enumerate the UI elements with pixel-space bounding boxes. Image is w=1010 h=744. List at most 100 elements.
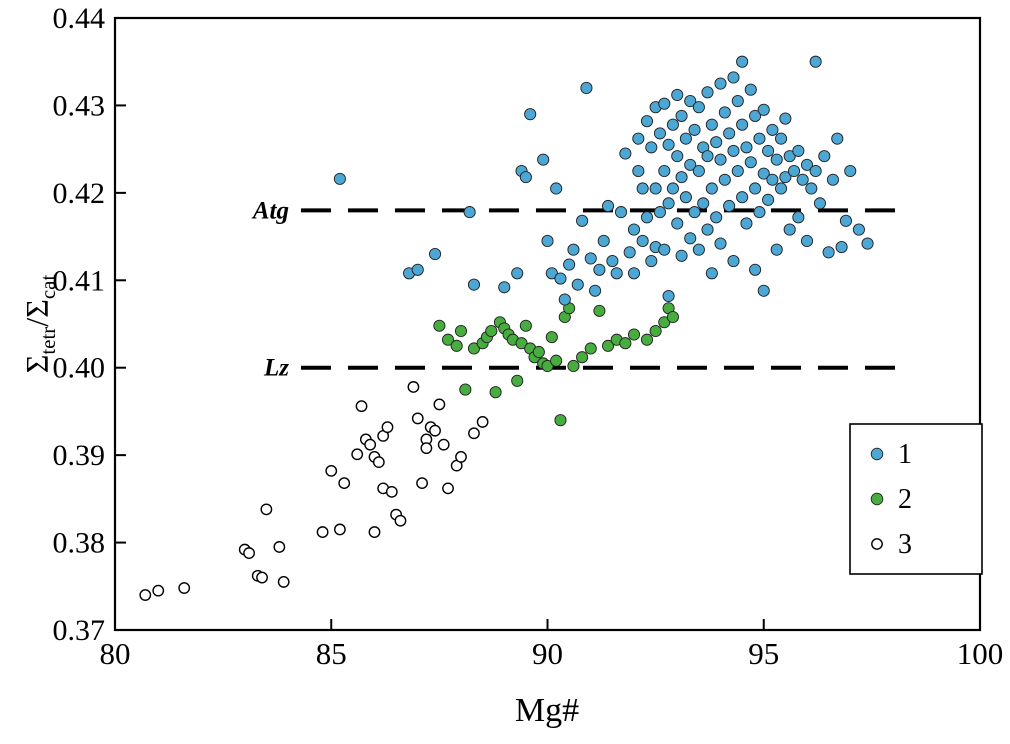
data-point-series-1 bbox=[852, 223, 865, 236]
data-point-series-1 bbox=[627, 223, 641, 236]
data-point-series-2 bbox=[485, 324, 498, 338]
data-point-series-1 bbox=[580, 81, 593, 94]
data-point-series-1 bbox=[779, 171, 792, 184]
data-point-series-1 bbox=[731, 95, 744, 108]
data-point-series-1 bbox=[757, 103, 770, 116]
data-point-series-1 bbox=[775, 182, 788, 195]
data-point-series-1 bbox=[467, 278, 481, 291]
data-point-series-1 bbox=[675, 171, 688, 184]
data-point-series-1 bbox=[567, 243, 580, 256]
y-axis-label-sigma-tetr: Σ bbox=[18, 354, 55, 374]
data-point-series-3 bbox=[381, 421, 394, 434]
legend-box bbox=[849, 423, 983, 575]
data-point-series-1 bbox=[589, 284, 602, 297]
data-point-series-1 bbox=[705, 182, 718, 195]
data-point-series-1 bbox=[675, 249, 688, 262]
data-point-series-1 bbox=[610, 267, 623, 280]
data-point-series-3 bbox=[437, 438, 450, 451]
data-point-series-1 bbox=[684, 158, 697, 171]
data-point-series-1 bbox=[714, 77, 727, 90]
data-point-series-1 bbox=[653, 127, 667, 140]
legend-label-2: 2 bbox=[898, 484, 912, 515]
x-tick-label: 100 bbox=[957, 636, 1004, 671]
data-point-series-1 bbox=[736, 191, 749, 204]
data-point-series-2 bbox=[545, 331, 558, 344]
data-point-series-1 bbox=[787, 164, 801, 178]
data-point-series-1 bbox=[753, 206, 766, 219]
x-tick-label: 80 bbox=[100, 636, 131, 671]
data-point-series-1 bbox=[775, 132, 788, 145]
data-point-series-1 bbox=[800, 158, 814, 171]
data-point-series-2 bbox=[627, 328, 641, 341]
y-tick-label: 0.42 bbox=[53, 177, 106, 210]
data-point-series-1 bbox=[757, 167, 770, 180]
data-point-series-1 bbox=[666, 182, 679, 195]
data-point-series-2 bbox=[433, 319, 446, 332]
y-tick-label: 0.43 bbox=[53, 89, 106, 122]
x-tick-label: 90 bbox=[532, 636, 563, 671]
data-point-series-1 bbox=[714, 237, 727, 250]
data-point-series-1 bbox=[537, 153, 550, 166]
data-point-series-1 bbox=[701, 86, 714, 99]
data-point-series-3 bbox=[277, 576, 290, 588]
data-point-series-1 bbox=[688, 206, 701, 219]
data-point-series-2 bbox=[515, 337, 528, 350]
data-point-series-1 bbox=[809, 55, 822, 68]
data-point-series-1 bbox=[710, 136, 723, 149]
x-axis-label: Mg# bbox=[514, 692, 580, 729]
data-point-series-2 bbox=[666, 310, 679, 324]
data-point-series-1 bbox=[662, 197, 675, 210]
data-point-series-1 bbox=[835, 241, 848, 254]
data-point-series-1 bbox=[783, 150, 796, 163]
data-point-series-1 bbox=[831, 132, 844, 145]
data-point-series-3 bbox=[333, 523, 346, 536]
data-point-series-1 bbox=[805, 182, 818, 195]
data-point-series-1 bbox=[679, 132, 692, 145]
data-point-series-3 bbox=[468, 427, 480, 440]
data-point-series-1 bbox=[602, 199, 615, 213]
data-point-series-1 bbox=[614, 206, 628, 219]
data-point-series-3 bbox=[411, 412, 424, 425]
data-point-series-1 bbox=[749, 263, 762, 276]
data-point-series-1 bbox=[692, 164, 705, 178]
data-point-series-3 bbox=[394, 514, 407, 527]
y-axis-label: Σtetr/Σcat bbox=[19, 275, 61, 374]
data-point-series-1 bbox=[701, 223, 714, 236]
data-point-series-3 bbox=[338, 477, 351, 490]
data-point-series-1 bbox=[792, 211, 805, 224]
data-point-series-2 bbox=[441, 333, 455, 346]
data-point-series-1 bbox=[545, 267, 558, 280]
data-point-series-1 bbox=[576, 214, 589, 227]
data-point-series-2 bbox=[511, 374, 524, 387]
data-point-series-1 bbox=[736, 118, 749, 131]
data-point-series-3 bbox=[372, 456, 385, 469]
data-point-series-1 bbox=[705, 118, 718, 131]
data-point-series-1 bbox=[684, 95, 697, 108]
data-point-series-1 bbox=[697, 197, 710, 210]
data-point-series-2 bbox=[550, 354, 563, 367]
data-point-series-3 bbox=[407, 381, 420, 393]
data-point-series-1 bbox=[558, 293, 571, 306]
data-point-series-1 bbox=[762, 144, 775, 157]
data-point-series-1 bbox=[844, 164, 857, 178]
data-point-series-1 bbox=[813, 197, 827, 210]
data-point-series-1 bbox=[671, 150, 684, 163]
data-point-series-1 bbox=[658, 243, 671, 256]
data-point-series-1 bbox=[705, 267, 718, 280]
data-point-series-1 bbox=[736, 55, 749, 68]
y-tick-label: 0.38 bbox=[53, 527, 106, 560]
data-point-series-3 bbox=[273, 541, 286, 553]
data-point-series-1 bbox=[718, 173, 731, 186]
data-point-series-1 bbox=[640, 115, 654, 128]
data-point-series-3 bbox=[429, 424, 441, 437]
data-point-series-1 bbox=[684, 232, 697, 245]
data-point-series-1 bbox=[762, 193, 775, 206]
data-point-series-2 bbox=[649, 324, 662, 338]
data-point-series-2 bbox=[602, 339, 615, 352]
data-point-series-1 bbox=[463, 206, 476, 219]
data-point-series-1 bbox=[541, 234, 554, 247]
y-tick-label: 0.40 bbox=[53, 352, 106, 385]
data-point-series-1 bbox=[428, 248, 442, 261]
data-point-series-1 bbox=[757, 284, 770, 297]
